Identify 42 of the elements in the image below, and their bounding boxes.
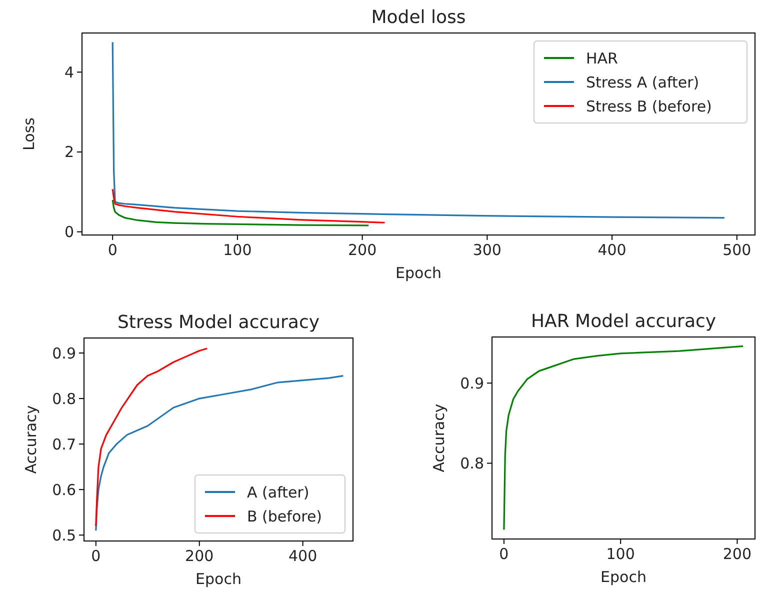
x-tick-label: 400 (598, 241, 626, 259)
y-tick-label: 0 (64, 223, 74, 242)
y-axis-title: Loss (20, 117, 38, 150)
y-tick-label: 0.5 (52, 526, 76, 544)
x-tick-label: 0 (108, 241, 118, 259)
legend-label: Stress B (before) (586, 97, 712, 116)
x-tick-label: 0 (91, 547, 101, 565)
x-tick-label: 200 (185, 547, 214, 565)
x-tick-label: 500 (722, 241, 752, 259)
x-tick-label: 300 (472, 241, 502, 259)
line-series (112, 188, 386, 224)
legend-label: HAR (586, 49, 618, 68)
x-tick-label: 0 (499, 545, 509, 563)
legend-label: B (before) (247, 507, 322, 526)
chart-title: Stress Model accuracy (117, 312, 320, 333)
y-tick-label: 0.7 (52, 435, 76, 454)
line-series (112, 199, 370, 226)
x-tick-label: 200 (348, 241, 377, 259)
x-tick-label: 400 (288, 547, 318, 565)
y-tick-label: 4 (64, 63, 74, 82)
y-axis-title: Accuracy (430, 404, 448, 472)
legend-label: Stress A (after) (586, 73, 700, 92)
y-tick-label: 2 (64, 143, 74, 162)
y-tick-label: 0.9 (52, 344, 76, 362)
line-series (95, 374, 344, 532)
y-tick-label: 0.8 (52, 390, 76, 408)
y-axis-title: Accuracy (22, 405, 40, 474)
x-axis-title: Epoch (396, 264, 442, 282)
line-series (112, 41, 726, 219)
chart-title: HAR Model accuracy (530, 311, 716, 332)
x-axis-title: Epoch (196, 570, 242, 588)
y-tick-label: 0.6 (52, 480, 76, 499)
line-series (503, 345, 744, 531)
x-tick-label: 100 (223, 241, 252, 259)
x-tick-label: 100 (606, 545, 635, 563)
chart-title: Model loss (371, 7, 466, 28)
y-tick-label: 0.8 (460, 454, 484, 472)
legend-label: A (after) (247, 483, 310, 502)
y-tick-label: 0.9 (460, 374, 484, 392)
x-axis-title: Epoch (600, 568, 646, 586)
x-tick-label: 200 (722, 545, 752, 563)
line-series (95, 348, 208, 527)
